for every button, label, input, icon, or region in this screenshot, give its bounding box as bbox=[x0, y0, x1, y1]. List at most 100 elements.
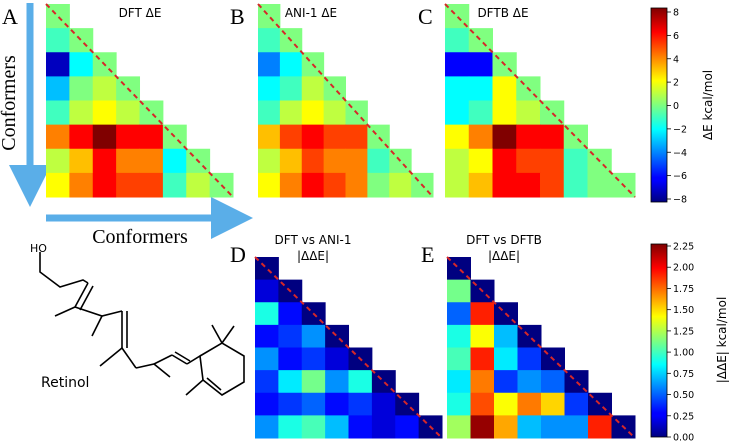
heatmap-cell bbox=[494, 347, 518, 371]
heatmap-cell bbox=[279, 124, 303, 150]
heatmap-cell bbox=[470, 347, 495, 371]
colorbar-tick-label: 6 bbox=[673, 31, 679, 42]
heatmap-cell bbox=[116, 100, 141, 126]
colorbar-tick-label: −2 bbox=[673, 124, 687, 135]
colorbar-tick-label: 8 bbox=[673, 8, 679, 19]
panel-letter-b: B bbox=[230, 4, 245, 29]
heatmap-cell bbox=[186, 172, 211, 198]
colorbar-ddelta-e bbox=[650, 243, 668, 438]
heatmap-cell bbox=[278, 324, 303, 349]
heatmap-cell bbox=[258, 28, 281, 53]
heatmap-subtitle-e: |ΔΔE| bbox=[488, 249, 520, 263]
heatmap-cell bbox=[46, 148, 70, 174]
heatmap-cell bbox=[445, 28, 470, 53]
heatmap-cell bbox=[46, 4, 70, 29]
heatmap-cell bbox=[258, 4, 281, 29]
heatmap-cell bbox=[278, 347, 303, 371]
heatmap-cell bbox=[468, 172, 493, 198]
heatmap-cell bbox=[516, 100, 541, 126]
heatmap-cell bbox=[389, 172, 412, 198]
heatmap-cell bbox=[69, 100, 94, 126]
heatmap-cell bbox=[587, 172, 612, 198]
heatmap-cell bbox=[447, 257, 471, 281]
colorbar-tick-label: 4 bbox=[673, 54, 679, 65]
heatmap-cell bbox=[255, 324, 279, 349]
heatmap-cell bbox=[69, 148, 94, 174]
heatmap-cell bbox=[46, 76, 70, 102]
heatmap-cell bbox=[255, 347, 279, 371]
heatmap-cell bbox=[279, 100, 303, 126]
heatmap-c bbox=[444, 3, 636, 198]
heatmap-cell bbox=[69, 28, 94, 53]
heatmap-cell bbox=[517, 392, 542, 416]
heatmap-cell bbox=[494, 415, 518, 439]
heatmap-cell bbox=[470, 415, 495, 439]
heatmap-cell bbox=[445, 124, 470, 150]
heatmap-cell bbox=[258, 76, 281, 102]
heatmap-cell bbox=[345, 124, 368, 150]
heatmap-cell bbox=[445, 100, 470, 126]
heatmap-cell bbox=[447, 324, 471, 349]
heatmap-title-c: DFTB ΔE bbox=[477, 6, 528, 20]
heatmap-cell bbox=[46, 28, 70, 53]
horizontal-axis-label: Conformers bbox=[92, 226, 188, 248]
heatmap-cell bbox=[492, 100, 517, 126]
diagonal-line bbox=[257, 3, 434, 198]
colorbar-tick-label: 2.25 bbox=[673, 242, 694, 253]
colorbar-tick-label: 2 bbox=[673, 78, 679, 89]
panel-letter-a: A bbox=[2, 4, 18, 29]
heatmap-cell bbox=[367, 148, 390, 174]
heatmap-cell bbox=[492, 148, 517, 174]
heatmap-cell bbox=[255, 302, 279, 326]
heatmap-cell bbox=[69, 124, 94, 150]
heatmap-cell bbox=[517, 347, 542, 371]
heatmap-cell bbox=[325, 324, 350, 349]
colorbar-delta-e-ticks: 8 6 4 2 0 −2 −4 −6 −8 bbox=[667, 8, 687, 206]
heatmap-cell bbox=[116, 172, 141, 198]
heatmap-cell bbox=[46, 124, 70, 150]
colorbar-tick-label: 0.50 bbox=[673, 390, 694, 401]
heatmap-cell bbox=[92, 148, 117, 174]
colorbar-tick-label: 0.00 bbox=[673, 433, 694, 443]
heatmap-cell bbox=[517, 324, 542, 349]
heatmap-cell bbox=[517, 415, 542, 439]
colorbar-tick-label: 1.50 bbox=[673, 305, 694, 316]
heatmap-cell bbox=[162, 148, 187, 174]
heatmap-cell bbox=[323, 76, 347, 102]
heatmap-cell bbox=[46, 100, 70, 126]
heatmap-cell bbox=[325, 370, 350, 394]
colorbar-tick-label: 0.75 bbox=[673, 369, 694, 380]
heatmap-cell bbox=[447, 415, 471, 439]
heatmap-cell bbox=[541, 415, 565, 439]
heatmap-cell bbox=[468, 100, 493, 126]
heatmap-cell bbox=[445, 148, 470, 174]
heatmap-cell bbox=[301, 415, 326, 439]
heatmap-cell bbox=[323, 172, 347, 198]
diagonal-line bbox=[444, 3, 636, 198]
heatmap-cell bbox=[46, 172, 70, 198]
heatmap-title-d: DFT vs ANI-1 bbox=[275, 233, 352, 247]
heatmap-cell bbox=[470, 302, 495, 326]
heatmap-cell bbox=[46, 52, 70, 77]
heatmap-cell bbox=[301, 324, 326, 349]
colorbar-tick-label: 1.25 bbox=[673, 326, 694, 337]
colorbar-tick-label: 2.00 bbox=[673, 263, 694, 274]
heatmap-cell bbox=[492, 124, 517, 150]
heatmap-cell bbox=[255, 279, 279, 303]
colorbar-ddelta-e-label: |ΔΔE| kcal/mol bbox=[715, 297, 729, 384]
heatmap-subtitle-d: |ΔΔE| bbox=[297, 249, 329, 263]
heatmap-e bbox=[446, 256, 636, 439]
heatmap-cell bbox=[301, 100, 325, 126]
heatmap-cell bbox=[92, 124, 117, 150]
heatmap-cell bbox=[69, 52, 94, 77]
colorbar-tick-label: 0 bbox=[673, 101, 679, 112]
heatmap-cell bbox=[279, 52, 303, 77]
heatmap-title-b: ANI-1 ΔE bbox=[285, 6, 337, 20]
heatmap-cell bbox=[470, 392, 495, 416]
heatmap-cell bbox=[516, 172, 541, 198]
heatmap-cell bbox=[139, 124, 164, 150]
heatmap-cell bbox=[445, 52, 470, 77]
heatmap-cell bbox=[564, 415, 589, 439]
heatmap-cell bbox=[255, 392, 279, 416]
